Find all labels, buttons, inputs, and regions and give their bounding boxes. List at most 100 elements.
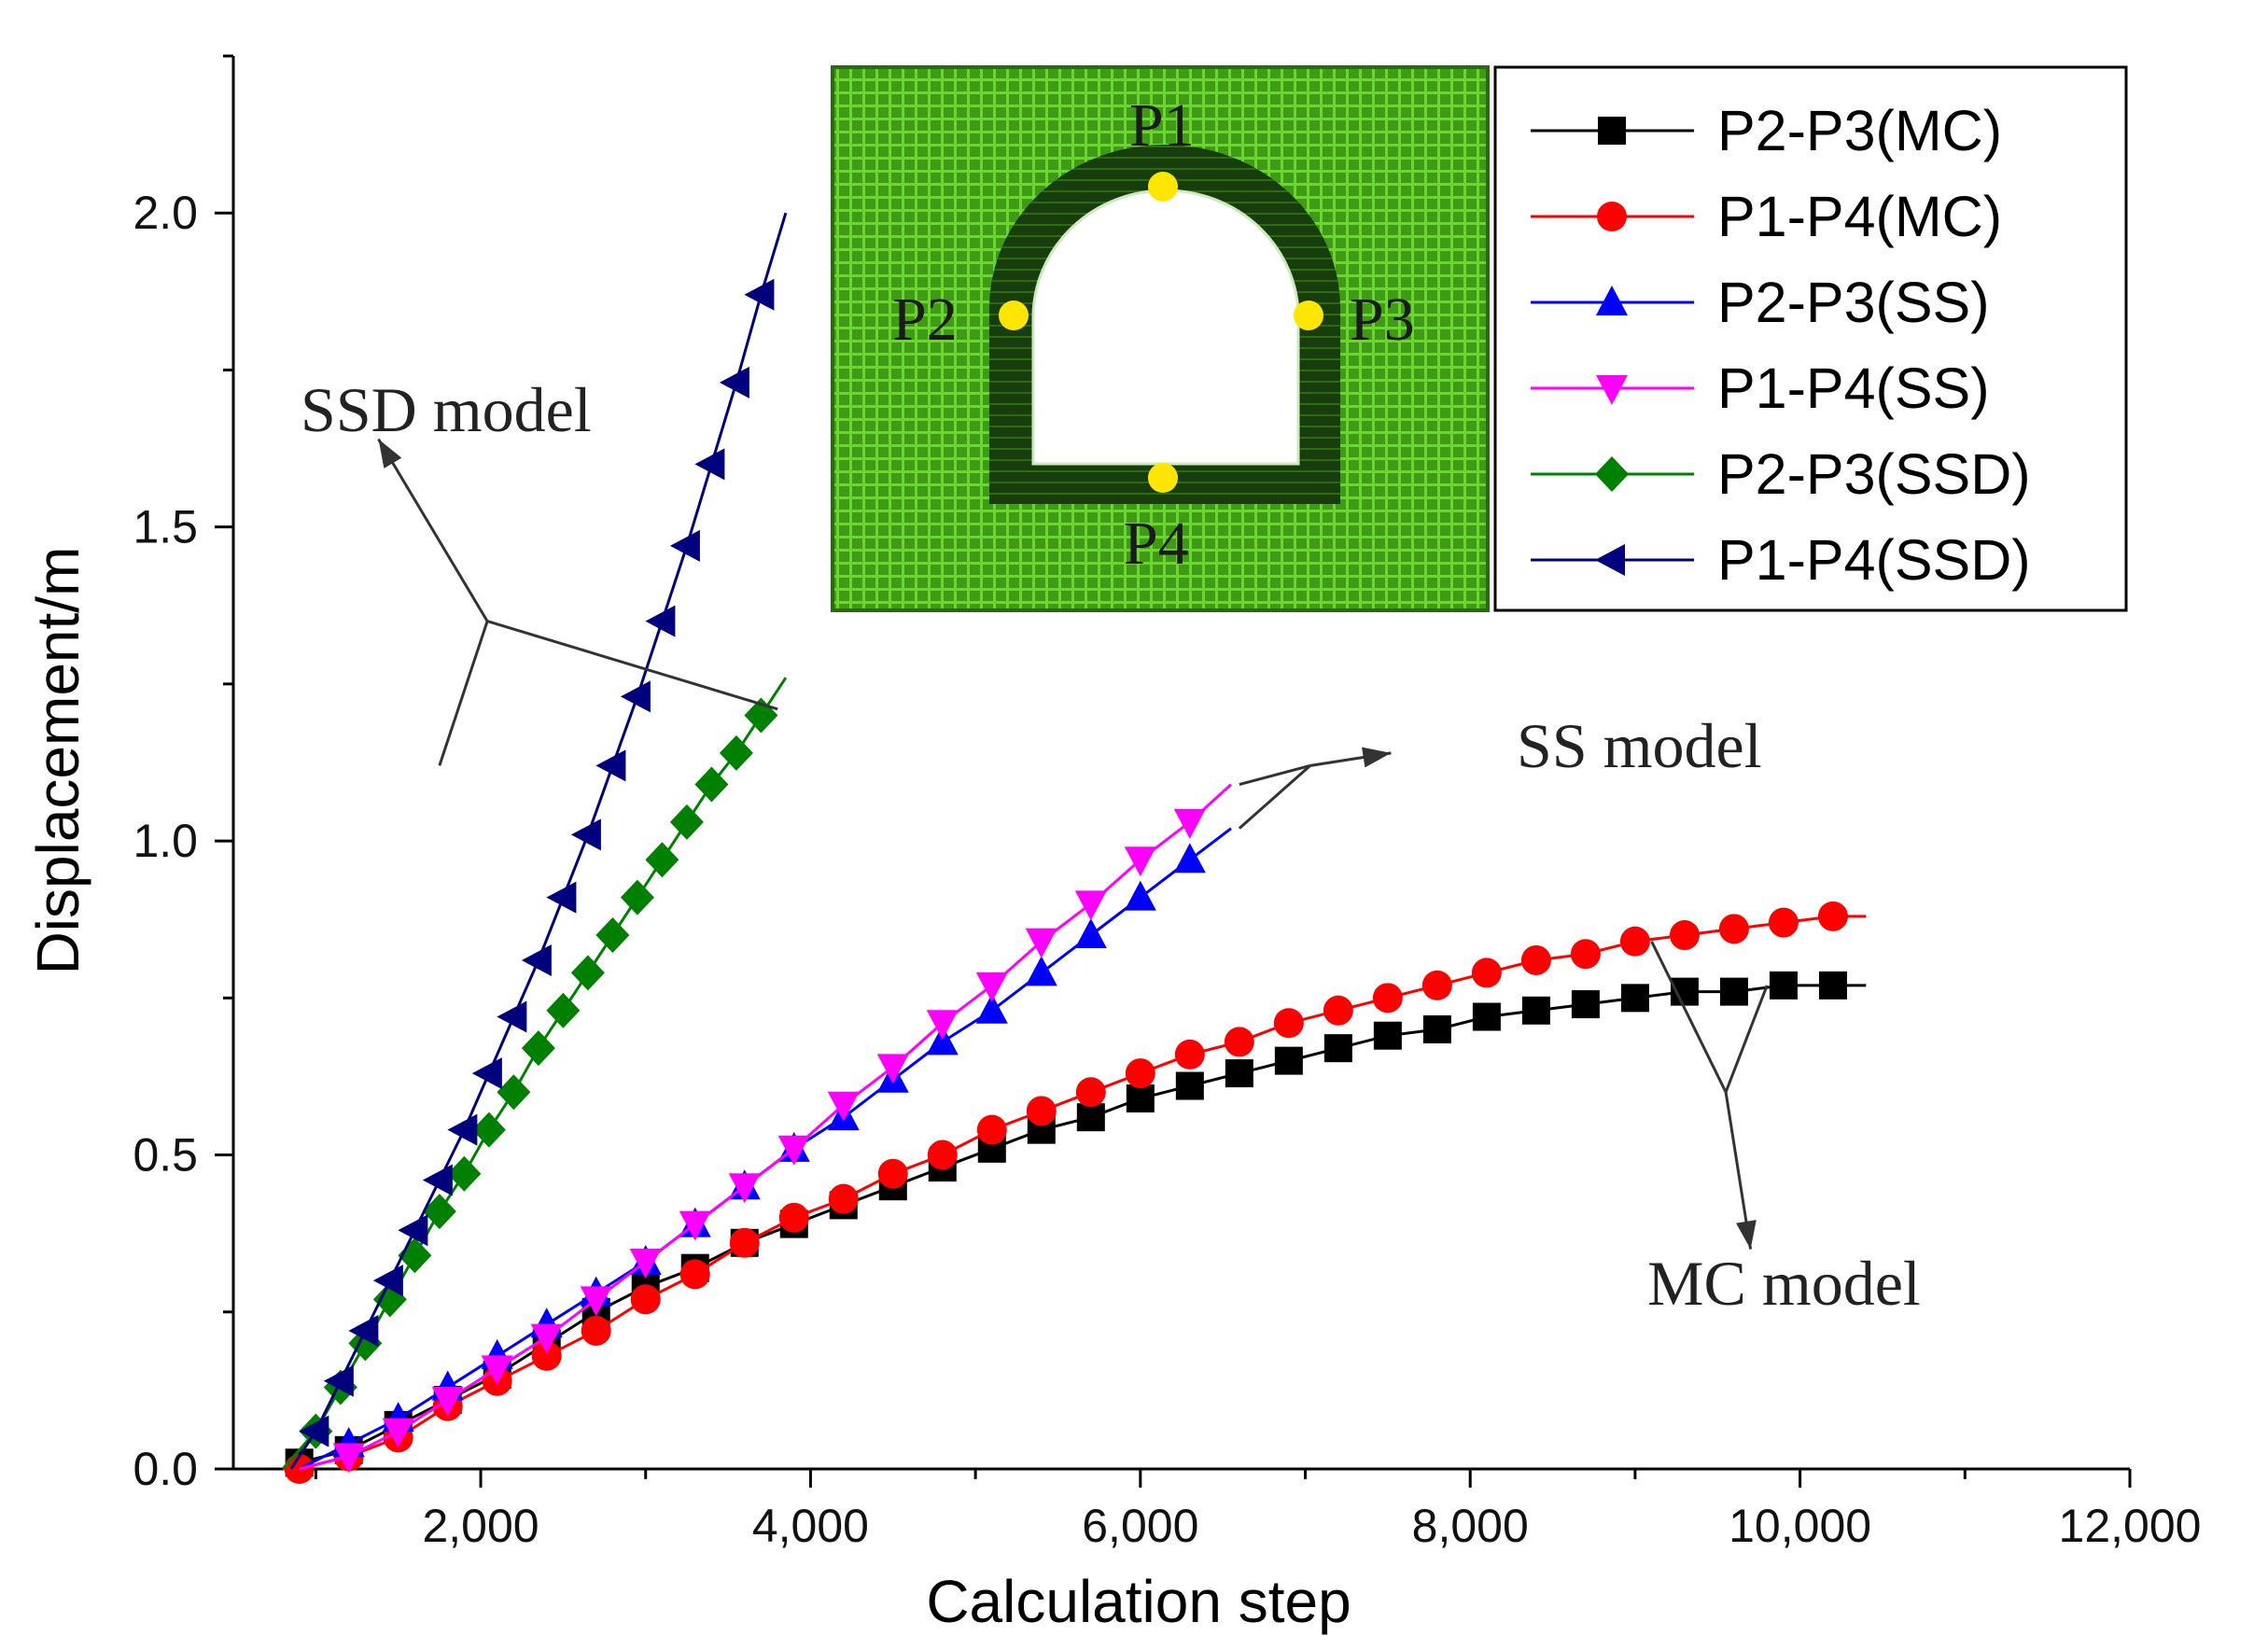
- annotation-arrow: [438, 621, 489, 766]
- data-point: [719, 734, 753, 771]
- data-point: [332, 1443, 365, 1474]
- point-p4-marker: [1148, 463, 1178, 493]
- legend-swatch-marker: [1595, 544, 1625, 576]
- tunnel-opening: [1031, 189, 1300, 466]
- data-point: [497, 1074, 531, 1111]
- y-tick-label: 0.5: [133, 1129, 198, 1182]
- data-point: [1769, 971, 1798, 1000]
- inset-mesh-frame: [831, 65, 1490, 612]
- legend: P2-P3(MC) P1-P4(MC) P2-P3(SS) P1-P4(SS) P2-P…: [1493, 65, 2128, 612]
- arrow-head: [378, 439, 402, 468]
- data-point: [497, 1000, 527, 1033]
- data-point: [1570, 939, 1601, 970]
- annotation-arrow: [1239, 763, 1311, 787]
- data-point: [669, 529, 700, 562]
- data-point: [1422, 1014, 1451, 1043]
- data-point: [1421, 970, 1452, 1000]
- annotation-arrow: [1724, 985, 1769, 1093]
- data-point: [827, 1091, 860, 1122]
- x-tick-label: 4,000: [752, 1500, 869, 1552]
- y-axis-title: Displacement/m: [24, 547, 91, 975]
- data-point: [595, 917, 630, 954]
- data-point: [1175, 1071, 1204, 1100]
- data-point: [1025, 956, 1057, 986]
- data-point: [1125, 1058, 1155, 1089]
- legend-label: P1-P4(MC): [1717, 185, 2002, 248]
- data-point: [471, 1112, 506, 1148]
- legend-swatch-marker: [1597, 202, 1627, 231]
- data-point: [348, 1314, 379, 1347]
- point-p2-marker: [999, 301, 1029, 330]
- legend-label: P1-P4(SSD): [1717, 528, 2031, 592]
- data-point: [975, 993, 1008, 1024]
- point-p3-marker: [1294, 301, 1323, 330]
- data-point: [1025, 928, 1057, 958]
- ssd-model-label: SSD model: [301, 374, 592, 445]
- data-point: [570, 955, 605, 991]
- series-P1-P4(SSD): [289, 212, 788, 1470]
- data-point: [1174, 1039, 1205, 1070]
- arrow-head: [1736, 1220, 1757, 1250]
- data-point: [1818, 971, 1847, 1000]
- legend-item: P1-P4(SSD): [1531, 528, 2031, 592]
- legend-item: P2-P3(MC): [1531, 99, 2002, 162]
- series-layer: [281, 212, 1867, 1484]
- data-point: [679, 1259, 710, 1290]
- data-point: [1225, 1059, 1253, 1088]
- legend-swatch-marker: [1595, 456, 1629, 492]
- point-p3-label: P3: [1350, 286, 1415, 354]
- data-point: [828, 1183, 859, 1214]
- legend-label: P2-P3(MC): [1717, 99, 2002, 162]
- data-point: [581, 1315, 611, 1346]
- legend-label: P2-P3(SSD): [1717, 442, 2031, 506]
- y-tick-label: 2.0: [133, 187, 198, 239]
- data-point: [1718, 914, 1749, 944]
- data-point: [431, 1386, 464, 1417]
- data-point: [1620, 984, 1649, 1013]
- data-point: [876, 1054, 909, 1084]
- data-point: [471, 1057, 502, 1090]
- point-p2-label: P2: [892, 286, 958, 354]
- data-point: [1521, 996, 1550, 1025]
- data-point: [1571, 990, 1600, 1019]
- data-point: [1173, 808, 1206, 839]
- data-point: [1372, 983, 1403, 1014]
- data-point: [1075, 1077, 1106, 1108]
- data-point: [284, 1454, 315, 1484]
- data-point: [719, 366, 749, 399]
- data-point: [530, 1323, 563, 1354]
- data-point: [1619, 926, 1650, 957]
- data-point: [645, 605, 676, 637]
- data-point: [1126, 1084, 1155, 1112]
- data-point: [926, 1010, 959, 1041]
- point-p1-label: P1: [1129, 91, 1195, 160]
- data-point: [1124, 846, 1156, 877]
- data-point: [447, 1113, 478, 1146]
- data-point: [1817, 901, 1848, 931]
- tunnel-mesh-inset: P1 P2 P3 P4: [831, 65, 1490, 612]
- series-P2-P3(MC): [282, 971, 1867, 1477]
- data-point: [1074, 890, 1107, 921]
- data-point: [1323, 995, 1353, 1026]
- data-point: [1124, 880, 1156, 911]
- data-point: [1373, 1021, 1402, 1050]
- legend-item: P1-P4(MC): [1531, 185, 2002, 248]
- annotation-layer: SSD model SS model MC model: [301, 374, 1921, 1319]
- x-tick-label: 10,000: [1729, 1500, 1871, 1552]
- data-point: [744, 278, 775, 311]
- series-line: [282, 984, 1867, 1471]
- data-point: [1472, 1002, 1501, 1031]
- arrow-head: [1362, 747, 1392, 768]
- data-point: [877, 1158, 908, 1189]
- data-point: [382, 1418, 414, 1448]
- series-P1-P4(SS): [299, 783, 1233, 1474]
- x-tick-label: 6,000: [1082, 1500, 1198, 1552]
- series-P2-P3(SS): [299, 827, 1232, 1471]
- data-point: [926, 1025, 959, 1056]
- plot-axes: 2,000 4,000 6,000 8,000 10,000 12,000 0.0 0.5 1…: [133, 54, 2201, 1552]
- ss-model-label: SS model: [1517, 710, 1762, 781]
- data-point: [728, 1173, 761, 1204]
- data-point: [679, 1210, 711, 1241]
- legend-box: [1493, 65, 2128, 612]
- data-point: [447, 1155, 482, 1192]
